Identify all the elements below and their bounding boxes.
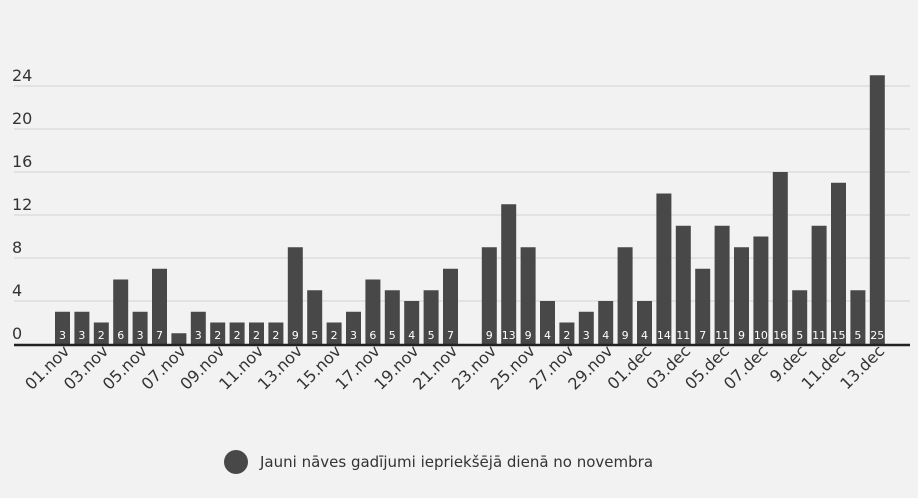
- bar-value-label: 10: [754, 329, 768, 342]
- bar: [714, 225, 730, 344]
- bar-value-label: 11: [715, 329, 729, 342]
- bar: [540, 301, 555, 344]
- bar-value-label: 2: [563, 329, 570, 342]
- bar-value-label: 5: [796, 329, 803, 342]
- bar: [152, 268, 167, 344]
- bar-value-label: 3: [583, 329, 590, 342]
- bar: [520, 247, 536, 344]
- bar: [404, 301, 420, 344]
- bar-value-label: 3: [137, 329, 144, 342]
- x-tick-label: 13.dec: [836, 341, 888, 393]
- bar-value-label: 15: [832, 329, 846, 342]
- bar: [637, 301, 652, 344]
- bar-value-label: 9: [486, 329, 493, 342]
- y-tick-label: 12: [12, 195, 32, 214]
- bar: [675, 225, 691, 344]
- bar-value-label: 9: [292, 329, 299, 342]
- bar-value-label: 2: [331, 329, 338, 342]
- bar-value-label: 6: [369, 329, 376, 342]
- bar-value-label: 11: [812, 329, 826, 342]
- bar-value-label: 25: [870, 329, 884, 342]
- bar-value-label: 4: [602, 329, 609, 342]
- bar-value-label: 5: [389, 329, 396, 342]
- bar-value-label: 11: [676, 329, 690, 342]
- legend-swatch: [224, 450, 248, 474]
- bar-value-label: 9: [738, 329, 745, 342]
- bar: [869, 75, 885, 344]
- y-tick-label: 8: [12, 238, 22, 257]
- bar: [559, 322, 575, 344]
- bar: [268, 322, 284, 344]
- bar: [772, 172, 788, 344]
- bar: [210, 322, 226, 344]
- bar: [501, 204, 517, 344]
- bar: [811, 225, 827, 344]
- y-tick-label: 4: [12, 281, 22, 300]
- bar: [384, 290, 400, 344]
- bar: [346, 311, 361, 344]
- bar-value-label: 7: [156, 329, 163, 342]
- bar-value-label: 4: [641, 329, 648, 342]
- bar-value-label: 7: [447, 329, 454, 342]
- bar: [55, 311, 70, 344]
- y-tick-label: 24: [12, 66, 32, 85]
- bar: [307, 290, 323, 344]
- bar-value-label: 2: [214, 329, 221, 342]
- bar-value-label: 5: [311, 329, 318, 342]
- x-tick-label: 07.dec: [720, 341, 772, 393]
- bar: [792, 290, 808, 344]
- bar: [578, 311, 594, 344]
- bar: [753, 236, 769, 344]
- bar: [287, 247, 303, 344]
- bar: [365, 279, 381, 344]
- bar: [617, 247, 633, 344]
- bar: [93, 322, 109, 344]
- bar-value-label: 4: [408, 329, 415, 342]
- bar: [695, 268, 711, 344]
- bar: [229, 322, 245, 344]
- bar-value-label: 3: [59, 329, 66, 342]
- legend: Jauni nāves gadījumi iepriekšējā dienā n…: [224, 450, 653, 474]
- bar-value-label: 6: [117, 329, 124, 342]
- bar: [598, 301, 614, 344]
- y-tick-label: 16: [12, 152, 32, 171]
- legend-label: Jauni nāves gadījumi iepriekšējā dienā n…: [260, 453, 654, 471]
- bar-value-label: 13: [502, 329, 516, 342]
- bar: [171, 333, 187, 344]
- bar-value-label: 2: [272, 329, 279, 342]
- bar: [656, 193, 672, 344]
- bar-value-label: 2: [253, 329, 260, 342]
- bar: [423, 290, 439, 344]
- bar: [443, 268, 458, 344]
- bar-value-label: 3: [350, 329, 357, 342]
- bar: [326, 322, 342, 344]
- bar-value-label: 7: [699, 329, 706, 342]
- bar-value-label: 2: [98, 329, 105, 342]
- bar-value-label: 14: [657, 329, 671, 342]
- bar: [850, 290, 866, 344]
- bar-value-label: 3: [195, 329, 202, 342]
- bar: [113, 279, 129, 344]
- bar-value-label: 2: [234, 329, 241, 342]
- bar: [249, 322, 264, 344]
- bar-value-label: 9: [525, 329, 532, 342]
- bar: [481, 247, 497, 344]
- bar-value-label: 4: [544, 329, 551, 342]
- bar-value-label: 5: [428, 329, 435, 342]
- bar: [190, 311, 206, 344]
- y-tick-label: 0: [12, 324, 22, 343]
- bar: [132, 311, 148, 344]
- y-tick-label: 20: [12, 109, 32, 128]
- bar-value-label: 16: [773, 329, 787, 342]
- bar-value-label: 9: [622, 329, 629, 342]
- bar: [831, 182, 846, 344]
- bar-value-label: 3: [78, 329, 85, 342]
- bar: [74, 311, 90, 344]
- bar: [734, 247, 749, 344]
- bar-value-label: 5: [854, 329, 861, 342]
